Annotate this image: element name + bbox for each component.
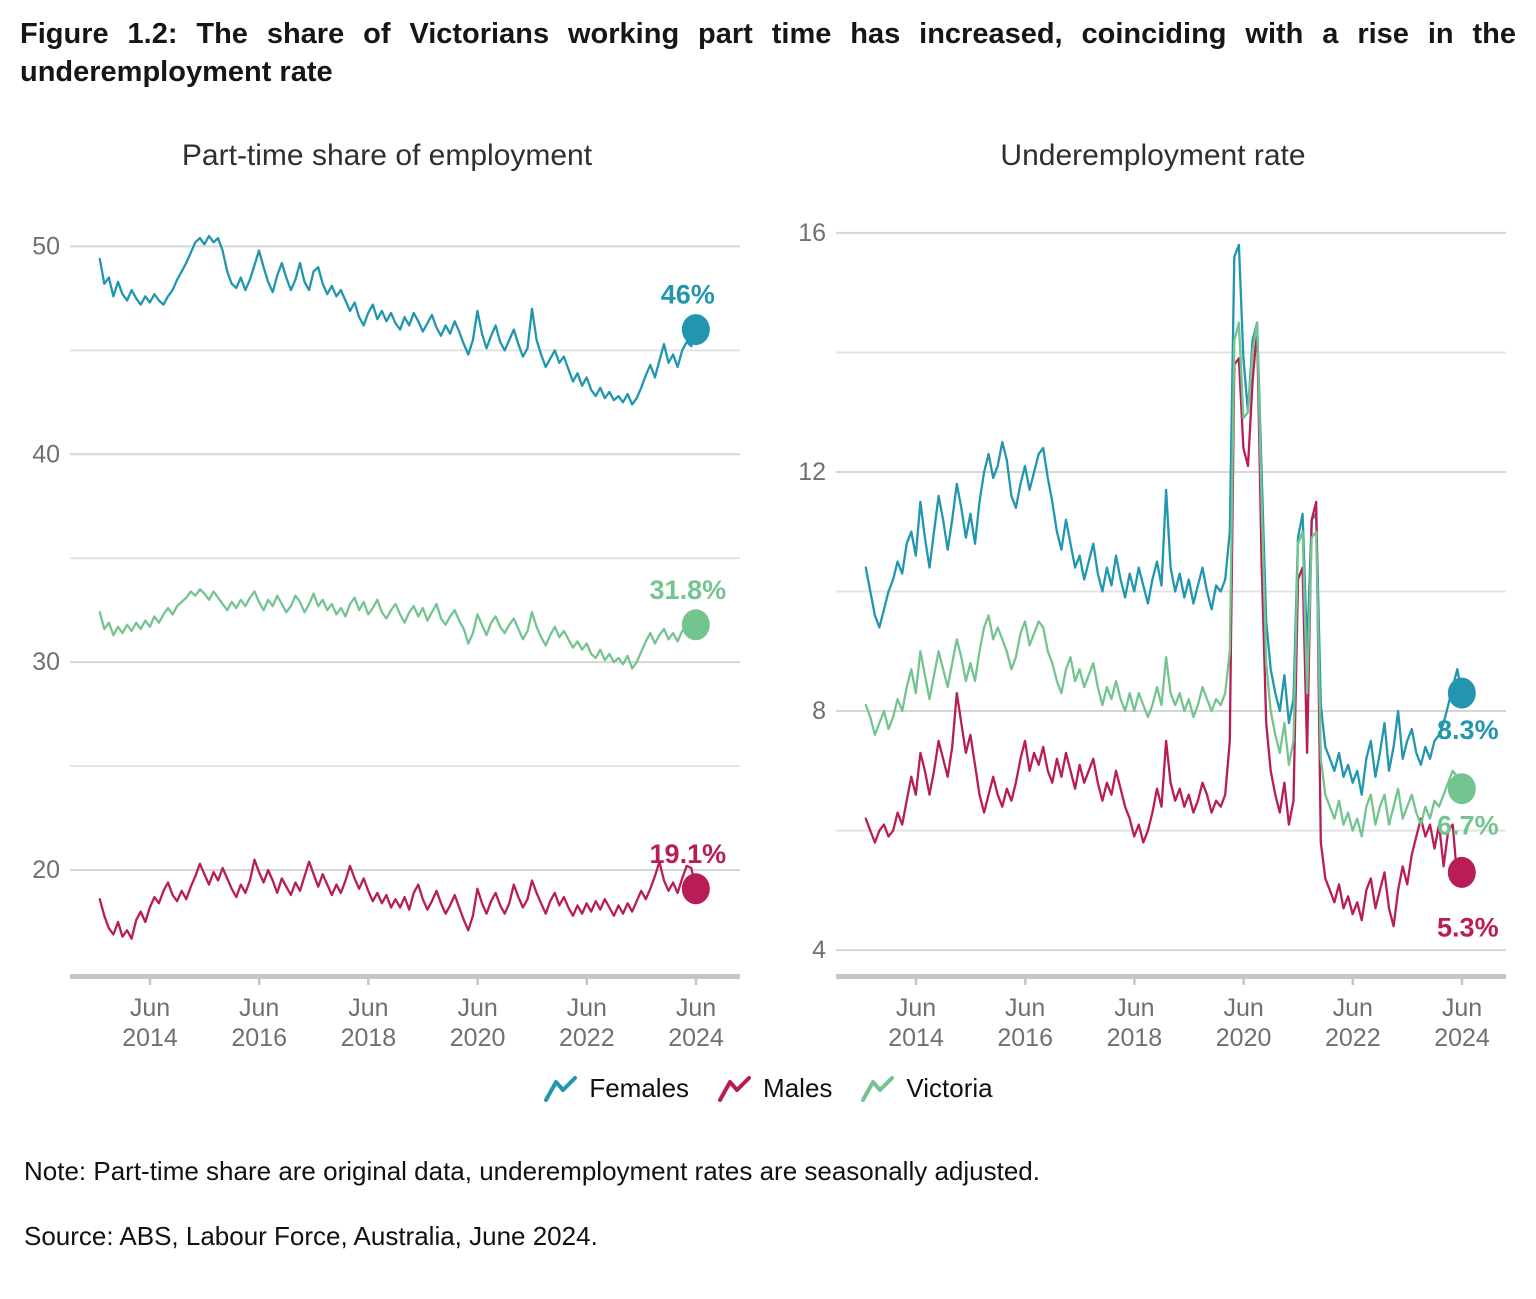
females-line-icon [544,1075,578,1102]
x-tick-label: Jun [1005,994,1045,1022]
x-tick-label: 2016 [231,1024,287,1052]
x-tick-label: Jun [896,994,936,1022]
x-tick-label: Jun [239,994,279,1022]
x-tick-label: 2022 [1325,1024,1381,1052]
x-tick-label: 2014 [122,1024,178,1052]
x-tick-label: Jun [457,994,497,1022]
females-end-dot [1447,677,1476,709]
x-tick-label: 2016 [997,1024,1053,1052]
underemployment-chart-title: Underemployment rate [1000,139,1306,173]
females-line [98,235,697,406]
victoria-end-dot [681,609,710,641]
males-line [98,858,697,941]
x-tick-label: Jun [1442,994,1482,1022]
figure-source: Source: ABS, Labour Force, Australia, Ju… [24,1221,598,1252]
figure-root: Figure 1.2: The share of Victorians work… [0,0,1536,1252]
y-tick-label: 20 [32,856,60,884]
x-tick-label: Jun [130,994,170,1022]
y-tick-label: 4 [812,936,826,964]
part-time-chart-svg: 50403020Jun2014Jun2016Jun2018Jun2020Jun2… [32,233,740,1052]
x-axis-line [836,974,1506,980]
chart-legend: Females Males Victoria [0,1073,1536,1104]
males-line [864,327,1463,928]
victoria-end-dot [1447,773,1476,805]
part-time-chart-title: Part-time share of employment [181,139,593,173]
legend-item-victoria: Victoria [860,1073,993,1104]
charts-row: Part-time share of employment 50 40 30 20 Ju… [0,139,1536,1059]
females-end-label: 46% [661,280,715,310]
legend-item-males: Males [717,1073,832,1104]
x-tick-label: 2022 [559,1024,615,1052]
x-tick-label: 2024 [1434,1024,1490,1052]
y-tick-label: 40 [32,441,60,469]
x-tick-label: 2018 [1107,1024,1163,1052]
figure-title-line1: Figure 1.2: The share of Victorians work… [20,18,1516,50]
figure-title: Figure 1.2: The share of Victorians work… [0,0,1536,91]
x-tick-label: 2020 [1216,1024,1272,1052]
figure-title-line2: underemployment rate [20,55,333,88]
victoria-end-label: 6.7% [1437,811,1499,841]
figure-note: Note: Part-time share are original data,… [24,1156,1040,1187]
x-tick-label: 2020 [450,1024,506,1052]
x-tick-label: 2014 [888,1024,944,1052]
x-tick-label: Jun [1333,994,1373,1022]
x-tick-label: Jun [567,994,607,1022]
x-tick-label: 2024 [668,1024,724,1052]
part-time-chart: Part-time share of employment 50 40 30 20 Ju… [12,139,762,1059]
males-end-label: 19.1% [650,839,727,869]
x-tick-label: Jun [1114,994,1154,1022]
x-tick-label: Jun [676,994,716,1022]
legend-label-females: Females [589,1073,690,1104]
females-line [864,244,1463,797]
underemployment-chart-svg: 161284Jun2014Jun2016Jun2018Jun2020Jun202… [798,219,1506,1052]
legend-label-males: Males [763,1073,833,1104]
x-tick-label: Jun [1223,994,1263,1022]
males-end-dot [681,873,710,905]
males-line-icon [718,1075,752,1102]
victoria-line-icon [861,1075,895,1102]
victoria-end-label: 31.8% [650,575,727,605]
y-tick-label: 30 [32,649,60,677]
y-tick-label: 12 [798,458,826,486]
victoria-line [864,321,1463,839]
victoria-line [98,588,697,670]
x-axis-line [70,974,740,980]
legend-label-victoria: Victoria [906,1073,993,1104]
females-end-label: 8.3% [1437,715,1499,745]
males-end-dot [1447,857,1476,889]
legend-item-females: Females [543,1073,689,1104]
underemployment-chart: Underemployment rate 16 12 8 4 Jun 2014 Jun 201… [778,139,1528,1059]
x-tick-label: 2018 [341,1024,397,1052]
y-tick-label: 16 [798,219,826,247]
x-tick-label: Jun [348,994,388,1022]
males-end-label: 5.3% [1437,913,1499,943]
y-tick-label: 50 [32,233,60,261]
females-end-dot [681,314,710,346]
y-tick-label: 8 [812,697,826,725]
